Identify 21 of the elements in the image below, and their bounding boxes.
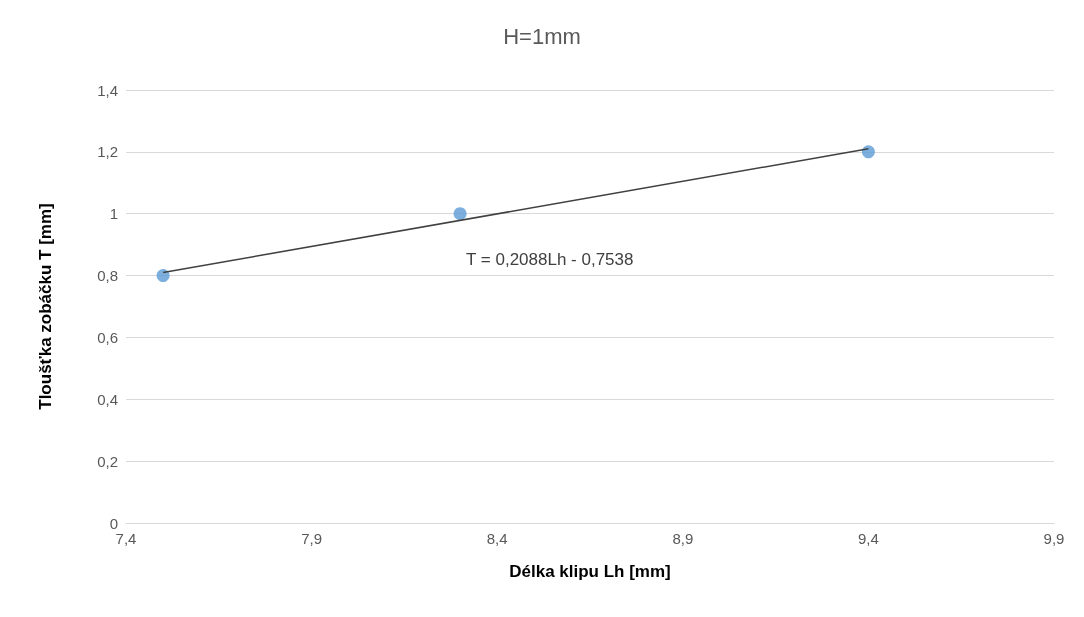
point (861, 145, 875, 159)
y-tick-label: 0,4 (97, 390, 118, 408)
y-tick-label: 1 (109, 205, 118, 223)
x-tick-label: 8,4 (486, 530, 508, 547)
x-tick-label: 7,4 (115, 530, 137, 547)
y-tick-label: 0,2 (97, 452, 118, 470)
x-tick-label: 9,4 (857, 530, 879, 547)
x-tick-label: 8,9 (672, 530, 694, 547)
x-tick-label: 7,9 (301, 530, 323, 547)
y-axis-title: Tloušťka zobáčku T [mm] (36, 203, 55, 410)
y-tick-label: 0,8 (97, 267, 118, 285)
point (453, 207, 467, 221)
x-axis-title: Délka klipu Lh [mm] (509, 562, 671, 581)
y-tick-label: 0,6 (97, 328, 118, 346)
point (156, 269, 170, 283)
y-tick-label: 0 (109, 514, 118, 532)
x-tick-label: 9,9 (1043, 530, 1065, 547)
y-tick-label: 1,2 (97, 143, 118, 161)
y-tick-label: 1,4 (97, 81, 118, 99)
annotation: T = 0,2088Lh - 0,7538 (466, 250, 634, 269)
chart-title: H=1mm (503, 23, 581, 49)
